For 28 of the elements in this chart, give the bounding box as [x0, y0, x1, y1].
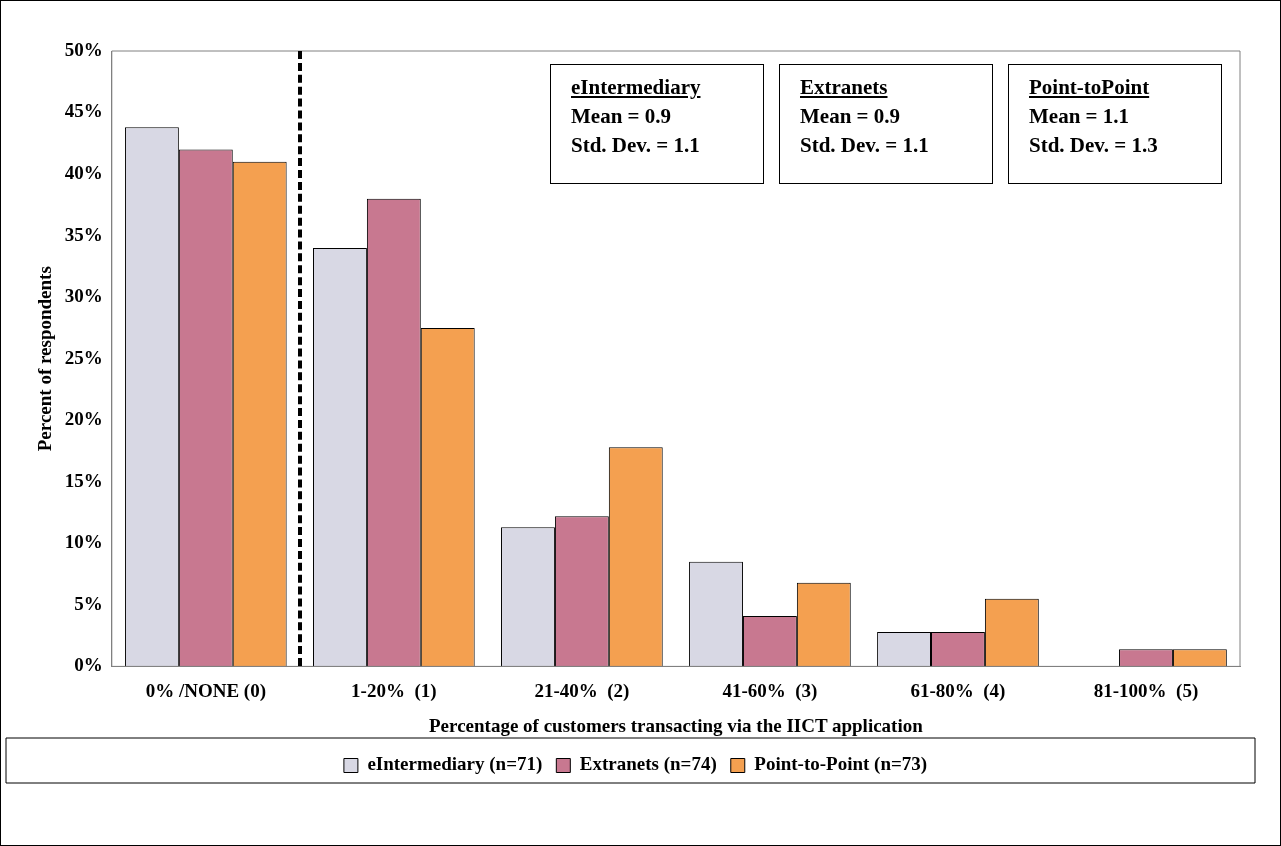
y-tick-label: 15%	[64, 469, 103, 491]
y-tick-label: 35%	[64, 223, 103, 245]
y-tick-label: 50%	[64, 38, 103, 60]
annotation: Extranets Mean = 0.9 Std. Dev. = 1.1	[800, 74, 930, 159]
legend-label: Extranets (n=74)	[579, 753, 717, 776]
y-tick-label: 30%	[64, 285, 103, 307]
y-axis-title: Percent of respondents	[34, 266, 56, 452]
x-tick-label: 21-40% (2)	[534, 679, 630, 702]
y-tick-label: 5%	[74, 592, 103, 614]
text-box: eIntermediary Mean = 0.9 Std. Dev. = 1.1	[550, 64, 764, 184]
x-axis-title: Percentage of customers transacting via the IICT application	[429, 714, 924, 736]
y-tick-label: 25%	[64, 346, 103, 368]
text-box: Extranets Mean = 0.9 Std. Dev. = 1.1	[779, 64, 993, 184]
x-tick-label: 0% /NONE (0)	[145, 679, 266, 702]
x-tick-label: 81-100% (5)	[1093, 679, 1199, 702]
y-tick-label: 0%	[74, 654, 103, 676]
y-tick-label: 40%	[64, 161, 103, 183]
x-tick-label: 61-80% (4)	[910, 679, 1006, 702]
x-tick-label: 41-60% (3)	[722, 679, 818, 702]
annotation: Point-toPoint Mean = 1.1 Std. Dev. = 1.3	[1029, 74, 1159, 159]
y-tick-label: 20%	[64, 408, 103, 430]
legend-label: Point-to-Point (n=73)	[754, 753, 928, 776]
annotation: eIntermediary Mean = 0.9 Std. Dev. = 1.1	[571, 74, 702, 159]
x-tick-label: 1-20% (1)	[351, 679, 437, 702]
text-box: Point-toPoint Mean = 1.1 Std. Dev. = 1.3	[1008, 64, 1222, 184]
y-tick-label: 10%	[64, 531, 103, 553]
legend-label: eIntermediary (n=71)	[367, 753, 543, 776]
y-tick-label: 45%	[64, 100, 103, 122]
